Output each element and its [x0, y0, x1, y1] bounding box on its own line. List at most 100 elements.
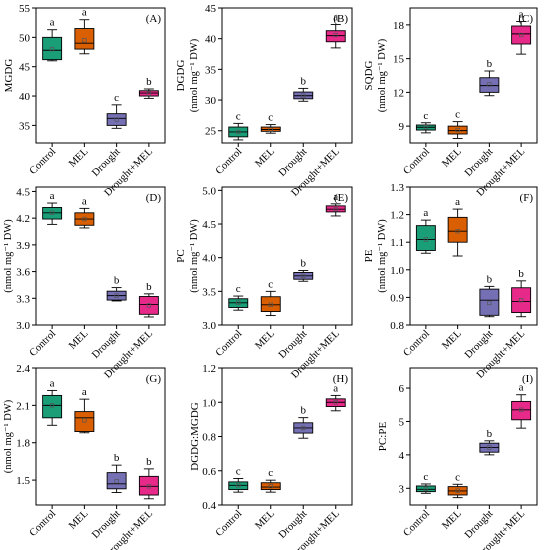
- box-drought: c: [106, 92, 127, 129]
- box-iqr: [511, 25, 532, 45]
- y-axis-title: PG: [0, 249, 1, 263]
- y-tick-label: 4: [399, 450, 405, 462]
- box-drought: b: [479, 58, 500, 97]
- box-control: a: [42, 190, 63, 225]
- plot-frame: [35, 7, 166, 144]
- x-tick-label: MEL: [440, 328, 463, 351]
- box-iqr: [415, 485, 436, 493]
- box-iqr: [260, 482, 281, 491]
- y-tick-label: 3.9: [16, 240, 30, 252]
- mean-marker: [49, 403, 55, 408]
- mean-marker: [146, 91, 152, 96]
- box-iqr: [511, 400, 532, 421]
- y-axis-units: (nmol mg⁻¹ DW): [377, 38, 388, 112]
- significance-letter: a: [519, 382, 524, 394]
- panel-label: (D): [146, 192, 162, 204]
- y-tick-label: 3.0: [202, 320, 216, 332]
- x-tick-label: Control: [402, 508, 433, 539]
- y-tick-label: 30: [205, 95, 217, 107]
- box-control: a: [42, 17, 63, 62]
- x-tick-label: Drought: [277, 146, 310, 179]
- mean-marker: [423, 486, 429, 492]
- box-iqr: [42, 394, 63, 419]
- y-axis-units: (nmol mg⁻¹ DW): [3, 219, 14, 293]
- significance-letter: c: [268, 278, 273, 290]
- box-iqr: [42, 36, 63, 61]
- y-tick-label: 12: [393, 87, 404, 99]
- y-tick-label: 1.2: [390, 210, 404, 222]
- x-tick-label: MEL: [440, 146, 463, 169]
- box-mel: a: [74, 195, 95, 229]
- box-drought: b: [479, 428, 500, 456]
- significance-letter: b: [301, 75, 307, 87]
- box-drought: b: [293, 405, 314, 439]
- mean-marker: [146, 484, 152, 489]
- significance-letter: c: [236, 110, 241, 122]
- x-tick-label: Drought: [90, 508, 123, 541]
- significance-letter: a: [333, 191, 338, 203]
- box-drought-mel: a: [325, 12, 346, 49]
- box-iqr: [106, 113, 127, 126]
- y-tick-label: 4.2: [16, 213, 30, 225]
- y-tick-label: 1.2: [202, 363, 216, 375]
- y-tick-label: 4.5: [202, 219, 216, 231]
- y-tick-label: 4.5: [16, 186, 30, 198]
- significance-letter: a: [82, 386, 87, 398]
- box-drought-mel: a: [511, 382, 532, 429]
- box-drought: b: [293, 257, 314, 282]
- box-control: a: [42, 377, 63, 426]
- y-axis-units: (nmol mg⁻¹ DW): [377, 219, 388, 293]
- mean-marker: [236, 129, 241, 135]
- mean-marker: [114, 479, 119, 484]
- x-tick-label: MEL: [253, 508, 276, 531]
- mean-marker: [268, 484, 273, 489]
- mean-marker: [236, 300, 241, 305]
- mean-marker: [301, 93, 306, 98]
- x-tick-label: MEL: [67, 508, 90, 531]
- mean-marker: [487, 445, 492, 450]
- x-tick-label: Drought: [277, 328, 310, 361]
- mean-marker: [82, 216, 87, 222]
- y-tick-label: 15: [393, 54, 405, 66]
- y-tick-label: 4.0: [202, 253, 216, 265]
- y-tick-label: 55: [19, 3, 31, 15]
- box-drought-mel: b: [138, 456, 159, 500]
- significance-letter: a: [333, 12, 338, 24]
- box-iqr: [447, 216, 468, 243]
- significance-letter: b: [487, 428, 493, 440]
- significance-letter: c: [268, 112, 273, 124]
- y-axis-title: MGDG: [3, 59, 15, 93]
- y-tick-label: 9: [399, 121, 405, 133]
- y-tick-label: 3.5: [202, 286, 216, 298]
- significance-letter: b: [114, 275, 120, 287]
- x-tick-label: MEL: [67, 328, 90, 351]
- significance-letter: c: [455, 109, 460, 121]
- panel-label: (A): [146, 13, 162, 25]
- plot-frame: [35, 367, 166, 506]
- significance-letter: a: [50, 190, 55, 202]
- y-axis-title: PC:PE: [377, 422, 389, 452]
- mean-marker: [423, 237, 429, 242]
- mean-marker: [301, 425, 306, 431]
- significance-letter: c: [423, 110, 428, 122]
- mean-marker: [333, 32, 338, 38]
- y-tick-label: 2.4: [16, 363, 30, 375]
- mean-marker: [49, 210, 55, 215]
- mean-marker: [236, 483, 241, 488]
- y-tick-label: 25: [205, 126, 217, 138]
- significance-letter: b: [518, 268, 524, 280]
- box-control: a: [415, 207, 436, 254]
- y-tick-label: 1.1: [390, 237, 404, 249]
- mean-marker: [333, 207, 338, 212]
- box-iqr: [138, 296, 159, 315]
- x-tick-label: Control: [28, 146, 59, 177]
- y-tick-label: 0.8: [202, 432, 216, 444]
- y-tick-label: 35: [205, 64, 217, 76]
- y-tick-label: 0.9: [390, 292, 404, 304]
- mean-marker: [423, 125, 429, 130]
- significance-letter: a: [423, 207, 428, 219]
- plot-frame: [35, 186, 166, 326]
